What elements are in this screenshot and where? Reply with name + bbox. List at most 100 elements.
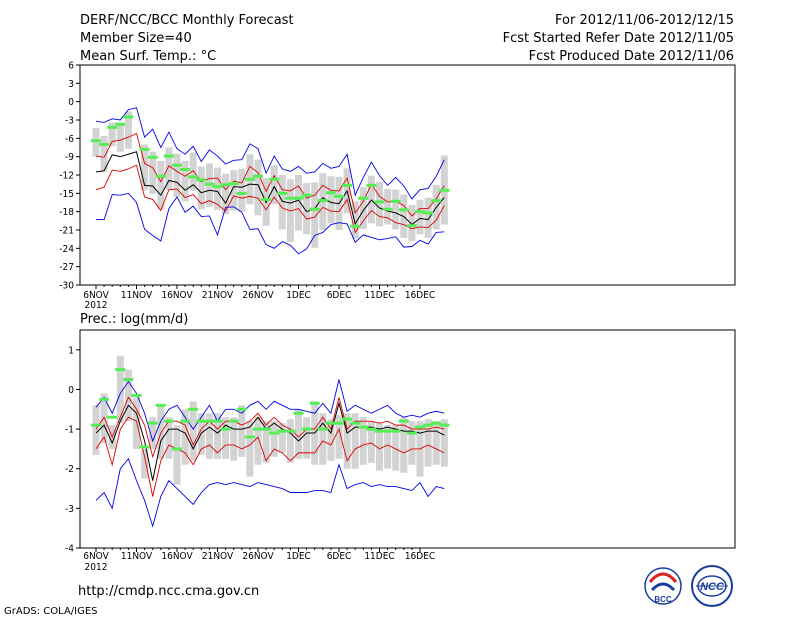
spread-box <box>327 176 335 224</box>
x-tick-label: 26NOV <box>242 290 274 301</box>
spread-box <box>359 187 367 229</box>
marker-dash <box>439 188 450 192</box>
marker-dash <box>301 427 312 431</box>
spread-box <box>238 405 246 457</box>
spread-box <box>440 419 448 467</box>
marker-dash <box>406 224 417 228</box>
spread-box <box>254 159 262 216</box>
y-tick-label: 0 <box>68 385 74 396</box>
marker-dash <box>180 168 191 171</box>
ncc-logo-text: NCC <box>700 581 725 593</box>
marker-dash <box>172 447 182 451</box>
spread-box <box>173 153 181 197</box>
spread-box <box>327 419 335 461</box>
spread-box <box>108 122 116 147</box>
source-url[interactable]: http://cmdp.ncc.cma.gov.cn <box>78 584 259 599</box>
marker-dash <box>139 147 150 151</box>
marker-dash <box>374 429 385 433</box>
spread-box <box>222 173 230 215</box>
x-tick-label: 21NOV <box>202 551 234 562</box>
variable-label: Mean Surf. Temp.: °C <box>80 49 216 64</box>
spread-box <box>92 127 100 157</box>
marker-dash <box>415 425 425 429</box>
marker-dash <box>155 403 166 407</box>
marker-dash <box>212 419 223 423</box>
marker-dash <box>188 407 199 411</box>
marker-dash <box>107 415 118 419</box>
spread-box <box>189 152 197 191</box>
marker-dash <box>228 419 239 423</box>
marker-dash <box>325 191 336 195</box>
marker-dash <box>123 378 134 382</box>
spread-box <box>116 355 124 424</box>
marker-dash <box>431 199 442 203</box>
marker-dash <box>277 429 288 433</box>
marker-dash <box>358 196 369 200</box>
x-tick-label: 11NOV <box>121 290 153 301</box>
spread-box <box>303 417 311 459</box>
marker-dash <box>317 427 328 431</box>
spread-box <box>270 421 278 457</box>
spread-box <box>400 417 408 473</box>
spread-box <box>351 413 359 469</box>
x-tick-label: 16NOV <box>161 551 193 562</box>
marker-dash <box>115 122 126 126</box>
spread-box <box>278 175 286 230</box>
spread-box <box>376 181 383 227</box>
spread-box <box>181 409 189 465</box>
spread-box <box>157 405 165 459</box>
marker-dash <box>107 125 118 129</box>
spread-box <box>141 144 149 191</box>
marker-dash <box>358 425 369 429</box>
marker-dash <box>131 393 142 397</box>
series-max-line <box>95 379 445 443</box>
ncc-logo: NCC <box>691 565 733 607</box>
marker-dash <box>439 423 450 427</box>
spread-box <box>424 419 432 467</box>
y-tick-label: -30 <box>59 281 74 292</box>
y-tick-label: -3 <box>65 504 74 515</box>
bcc-logo-arc <box>648 572 678 583</box>
marker-dash <box>382 207 393 211</box>
marker-dash <box>123 115 134 119</box>
spread-box <box>149 151 157 194</box>
marker-dash <box>309 401 320 405</box>
x-tick-label: 16DEC <box>405 290 435 301</box>
marker-dash <box>99 397 110 401</box>
spread-box <box>173 425 181 485</box>
member-size-label: Member Size=40 <box>80 31 192 46</box>
series-q3-line <box>95 396 445 459</box>
marker-dash <box>423 211 434 215</box>
spread-box <box>165 417 173 459</box>
spread-box <box>286 419 294 463</box>
spread-box <box>222 417 230 459</box>
marker-dash <box>269 431 280 435</box>
x-tick-label: 1DEC <box>286 290 311 301</box>
y-tick-label: -12 <box>59 171 74 182</box>
marker-dash <box>366 183 377 187</box>
marker-dash <box>325 421 336 425</box>
marker-dash <box>285 429 296 433</box>
y-tick-label: -9 <box>65 152 74 163</box>
spread-box <box>384 189 392 225</box>
marker-dash <box>350 421 361 425</box>
marker-dash <box>244 435 255 439</box>
x-tick-label: 6DEC <box>327 290 352 301</box>
spread-box <box>432 421 440 465</box>
marker-dash <box>366 427 377 431</box>
marker-dash <box>334 194 344 198</box>
spread-box <box>116 122 124 152</box>
marker-dash <box>212 185 223 189</box>
marker-dash <box>204 182 215 186</box>
spread-box <box>416 200 424 235</box>
marker-dash <box>431 421 442 425</box>
spread-box <box>205 413 213 459</box>
series-mean-line <box>95 401 445 481</box>
x-tick-label: 1DEC <box>286 551 311 562</box>
spread-box <box>359 417 367 465</box>
plot-frame <box>79 329 736 549</box>
spread-box <box>295 175 302 231</box>
marker-dash <box>196 419 207 423</box>
started-date-label: Fcst Started Refer Date 2012/11/05 <box>503 31 734 46</box>
spread-box <box>295 409 302 459</box>
